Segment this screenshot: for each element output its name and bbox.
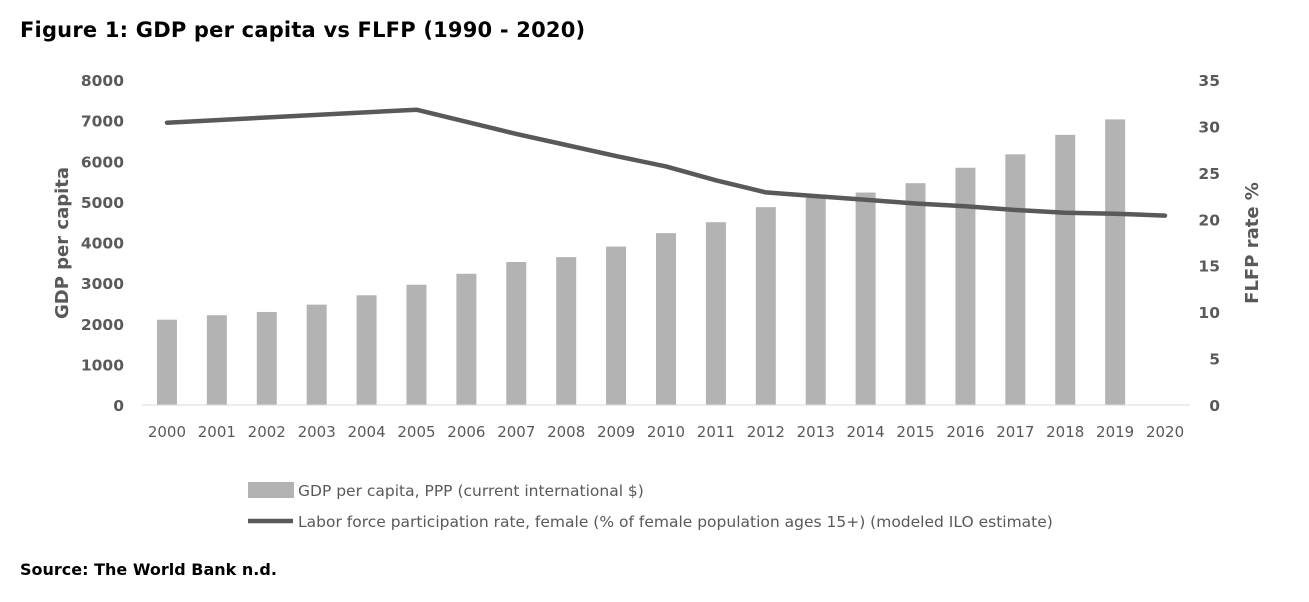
left-axis-title: GDP per capita [52,167,73,319]
gdp-bar [1055,134,1076,405]
x-tick-label: 2009 [597,423,635,441]
left-tick-label: 1000 [81,356,124,374]
x-tick-label: 2011 [697,423,735,441]
x-tick-label: 2001 [198,423,236,441]
x-tick-label: 2012 [747,423,785,441]
flfp-line [164,107,1168,218]
x-tick-label: 2018 [1046,423,1084,441]
gdp-bar [905,183,926,405]
x-tick-label: 2006 [447,423,485,441]
gdp-bar [1005,154,1026,405]
gdp-bar [1105,119,1126,405]
gdp-bar [356,295,377,405]
right-tick-label: 0 [1209,397,1220,415]
gdp-bars [156,119,1126,405]
x-tick-label: 2013 [797,423,835,441]
gdp-bar [656,233,676,405]
gdp-bar [206,315,227,405]
left-axis-ticks: 0 1000 2000 3000 4000 5000 6000 7000 8000 [81,72,124,415]
right-tick-label: 15 [1198,258,1220,276]
left-tick-label: 3000 [81,275,124,293]
right-axis-ticks: 0 5 10 15 20 25 30 35 [1198,72,1220,415]
left-tick-label: 4000 [81,235,124,253]
gdp-bar [256,311,277,405]
legend: GDP per capita, PPP (current internation… [248,482,1053,531]
right-axis-title: FLFP rate % [1242,182,1263,304]
legend-label-flfp: Labor force participation rate, female (… [298,513,1053,531]
gdp-bar [156,319,177,405]
gdp-bar [755,207,776,405]
left-tick-label: 7000 [81,113,124,131]
left-tick-label: 2000 [81,316,124,334]
gdp-bar [506,262,527,405]
x-tick-label: 2008 [547,423,585,441]
x-tick-label: 2007 [497,423,535,441]
gdp-bar [855,192,876,405]
figure-title: Figure 1: GDP per capita vs FLFP (1990 -… [20,18,586,42]
left-tick-label: 0 [113,397,124,415]
x-tick-label: 2003 [298,423,336,441]
x-tick-label: 2004 [347,423,385,441]
right-tick-label: 30 [1198,118,1220,136]
x-tick-label: 2016 [946,423,984,441]
left-tick-label: 5000 [81,194,124,212]
x-tick-label: 2000 [148,423,186,441]
right-tick-label: 5 [1209,351,1220,369]
gdp-bar [456,273,477,405]
right-tick-label: 10 [1198,304,1220,322]
gdp-bar [705,222,726,405]
x-tick-label: 2005 [397,423,435,441]
gdp-bar [556,257,577,405]
right-tick-label: 20 [1198,211,1220,229]
left-tick-label: 6000 [81,153,124,171]
x-tick-label: 2010 [647,423,685,441]
gdp-bar [606,246,627,405]
x-tick-label: 2020 [1146,423,1184,441]
right-tick-label: 25 [1198,165,1220,183]
x-axis-ticks: 2000 2001 2002 2003 2004 2005 2006 2007 2008 2009… [148,423,1184,441]
gdp-bar [955,167,976,405]
legend-swatch-gdp [248,482,294,498]
x-tick-label: 2015 [896,423,934,441]
x-tick-label: 2014 [847,423,885,441]
legend-label-gdp: GDP per capita, PPP (current internation… [298,482,644,500]
gdp-bar [306,304,327,405]
x-tick-label: 2017 [996,423,1034,441]
x-tick-label: 2019 [1096,423,1134,441]
source-note: Source: The World Bank n.d. [20,560,277,579]
x-tick-label: 2002 [248,423,286,441]
gdp-bar [805,197,826,405]
right-tick-label: 35 [1198,72,1220,90]
left-tick-label: 8000 [81,72,124,90]
gdp-bar [406,284,427,405]
